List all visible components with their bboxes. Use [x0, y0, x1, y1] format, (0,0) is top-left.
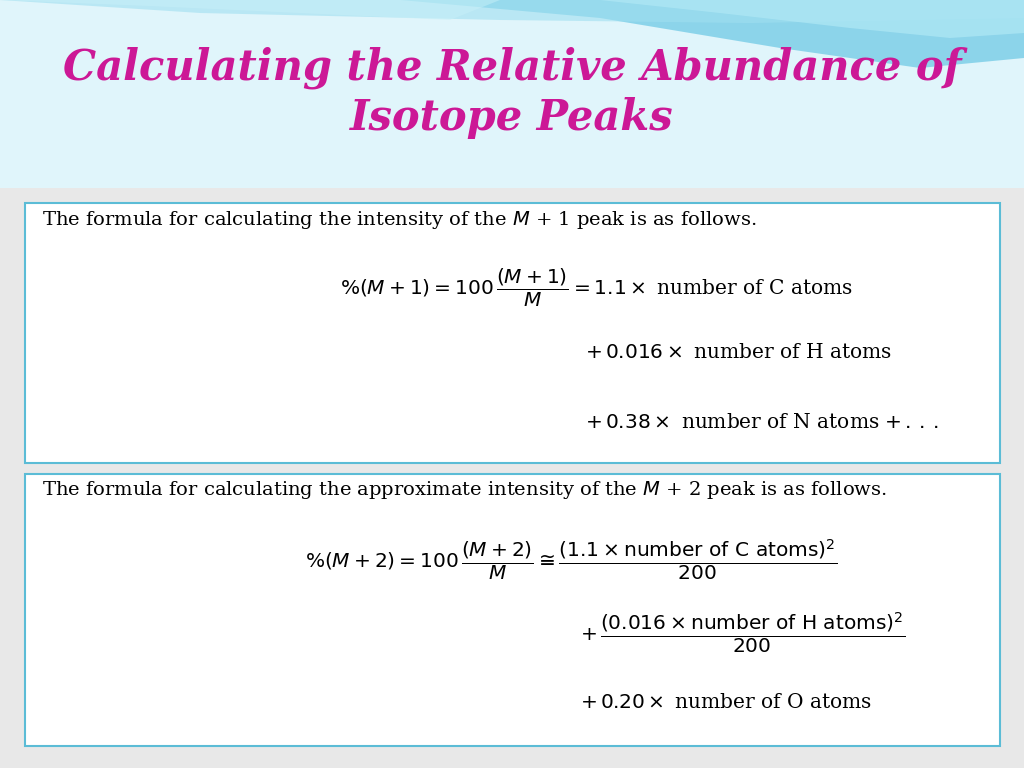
Text: The formula for calculating the approximate intensity of the $\mathit{M}$ + 2 pe: The formula for calculating the approxim… — [42, 479, 887, 501]
Text: $+ \, 0.20 \times$ number of O atoms: $+ \, 0.20 \times$ number of O atoms — [580, 694, 872, 713]
Text: $+ \, 0.016 \times$ number of H atoms: $+ \, 0.016 \times$ number of H atoms — [585, 343, 892, 362]
Text: $\%(M + 1) = 100\,\dfrac{(M + 1)}{M} = 1.1 \times$ number of C atoms: $\%(M + 1) = 100\,\dfrac{(M + 1)}{M} = 1… — [340, 266, 853, 310]
Text: Calculating the Relative Abundance of: Calculating the Relative Abundance of — [62, 47, 962, 89]
Text: $+\,\dfrac{(0.016 \times \mathrm{number\ of\ H\ atoms})^2}{200}$: $+\,\dfrac{(0.016 \times \mathrm{number\… — [580, 611, 905, 656]
Text: $+ \, 0.38 \times$ number of N atoms $+ \,.\,.\,.$: $+ \, 0.38 \times$ number of N atoms $+ … — [585, 413, 938, 432]
FancyBboxPatch shape — [25, 203, 1000, 463]
Polygon shape — [600, 0, 1024, 38]
Text: $\%(M + 2) = 100\,\dfrac{(M + 2)}{M} \cong \dfrac{(1.1 \times \mathrm{number\ of: $\%(M + 2) = 100\,\dfrac{(M + 2)}{M} \co… — [305, 538, 838, 583]
Text: Isotope Peaks: Isotope Peaks — [350, 97, 674, 139]
Polygon shape — [0, 0, 500, 20]
Polygon shape — [0, 0, 1024, 23]
FancyBboxPatch shape — [25, 474, 1000, 746]
Text: The formula for calculating the intensity of the $\mathit{M}$ + 1 peak is as fol: The formula for calculating the intensit… — [42, 209, 757, 231]
Polygon shape — [400, 0, 1024, 68]
FancyBboxPatch shape — [0, 0, 1024, 188]
